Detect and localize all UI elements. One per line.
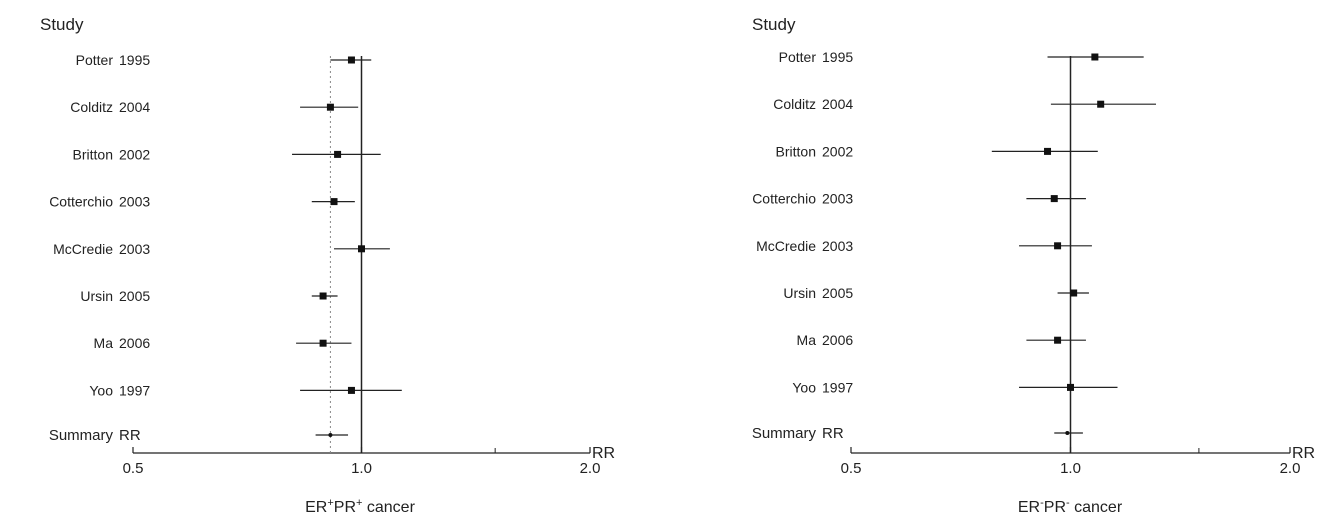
- study-year-label: 2003: [119, 241, 150, 257]
- study-year-label: 2002: [119, 146, 150, 162]
- study-name-label: Potter: [76, 52, 114, 68]
- study-name-label: Cotterchio: [752, 191, 816, 207]
- study-column-header: Study: [752, 15, 796, 34]
- point-estimate-marker: [326, 103, 334, 111]
- x-axis-unit-label: RR: [1292, 445, 1315, 462]
- study-name-label: Britton: [73, 146, 113, 162]
- point-estimate-marker: [330, 198, 338, 206]
- title-pr-superscript: +: [356, 497, 362, 509]
- point-estimate-marker: [319, 339, 327, 347]
- x-tick-label: 0.5: [841, 460, 862, 477]
- summary-estimate-marker: [328, 433, 333, 437]
- study-name-label: Ursin: [80, 288, 113, 304]
- title-er-superscript: -: [1040, 497, 1044, 509]
- study-year-label: 2003: [822, 238, 853, 254]
- study-year-label: 1997: [119, 382, 150, 398]
- point-estimate-marker: [1097, 100, 1105, 108]
- study-year-label: 2002: [822, 143, 853, 159]
- title-pr: PR: [1044, 499, 1066, 516]
- study-name-label: Cotterchio: [49, 194, 113, 210]
- study-year-label: 2004: [822, 96, 853, 112]
- study-name-label: Britton: [776, 143, 816, 159]
- study-name-label: Colditz: [773, 96, 816, 112]
- point-estimate-marker: [1044, 147, 1052, 155]
- study-year-label: 1995: [822, 49, 853, 65]
- title-pr: PR: [334, 499, 356, 516]
- title-suffix: cancer: [1070, 499, 1123, 516]
- point-estimate-marker: [347, 56, 355, 64]
- summary-label: Summary: [752, 425, 817, 442]
- study-name-label: Potter: [779, 49, 817, 65]
- study-year-label: 2006: [822, 332, 853, 348]
- point-estimate-marker: [1054, 242, 1062, 250]
- x-tick-label: 2.0: [1280, 460, 1301, 477]
- point-estimate-marker: [347, 386, 355, 394]
- title-er: ER: [305, 499, 327, 516]
- panel-title: ER+PR+ cancer: [305, 497, 415, 516]
- study-year-label: 2003: [822, 191, 853, 207]
- title-suffix: cancer: [362, 499, 415, 516]
- study-year-label: 2005: [119, 288, 150, 304]
- x-tick-label: 1.0: [1060, 460, 1081, 477]
- title-er: ER: [1018, 499, 1040, 516]
- x-tick-label: 2.0: [580, 460, 601, 477]
- point-estimate-marker: [334, 150, 342, 158]
- study-year-label: 2004: [119, 99, 150, 115]
- study-name-label: McCredie: [756, 238, 816, 254]
- x-axis-unit-label: RR: [592, 445, 615, 462]
- study-name-label: Yoo: [89, 382, 113, 398]
- study-name-label: Colditz: [70, 99, 113, 115]
- summary-estimate-marker: [1065, 431, 1070, 435]
- summary-rr-label: RR: [822, 425, 844, 442]
- study-name-label: Ursin: [783, 285, 816, 301]
- study-year-label: 1997: [822, 379, 853, 395]
- x-tick-label: 1.0: [351, 460, 372, 477]
- study-year-label: 2006: [119, 335, 150, 351]
- study-column-header: Study: [40, 15, 84, 34]
- title-pr-superscript: -: [1066, 497, 1070, 509]
- study-year-label: 2005: [822, 285, 853, 301]
- study-name-label: McCredie: [53, 241, 113, 257]
- study-name-label: Yoo: [792, 379, 816, 395]
- study-year-label: 2003: [119, 194, 150, 210]
- point-estimate-marker: [319, 292, 327, 300]
- study-year-label: 1995: [119, 52, 150, 68]
- study-name-label: Ma: [94, 335, 114, 351]
- study-name-label: Ma: [797, 332, 817, 348]
- title-er-superscript: +: [327, 497, 333, 509]
- panel-title: ER-PR- cancer: [1018, 497, 1123, 516]
- x-tick-label: 0.5: [123, 460, 144, 477]
- point-estimate-marker: [358, 245, 365, 253]
- point-estimate-marker: [1050, 195, 1058, 203]
- point-estimate-marker: [1067, 383, 1074, 391]
- point-estimate-marker: [1091, 53, 1099, 61]
- point-estimate-marker: [1070, 289, 1078, 297]
- summary-rr-label: RR: [119, 427, 141, 444]
- summary-label: Summary: [49, 427, 114, 444]
- point-estimate-marker: [1054, 336, 1062, 344]
